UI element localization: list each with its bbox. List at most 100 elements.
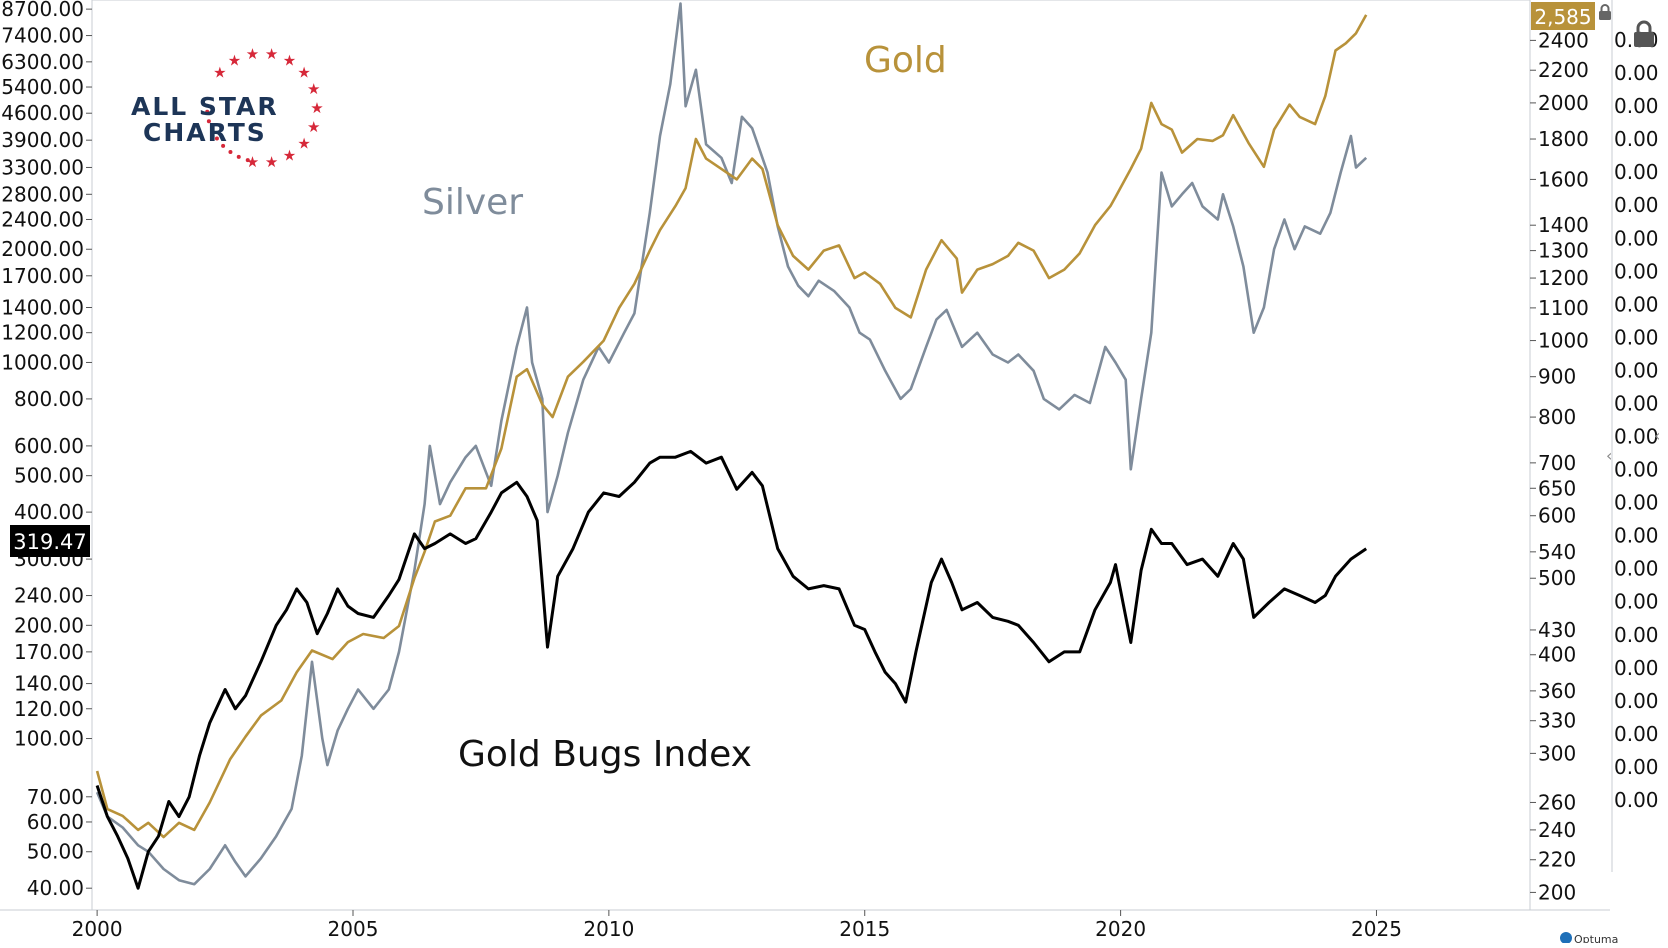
right-tick-label: 700 (1538, 451, 1576, 475)
right-tick-label: 1600 (1538, 167, 1589, 191)
far-right-tick-label: 0.00 (1614, 94, 1659, 118)
logo-dot-icon (236, 154, 241, 159)
right-last-value-text: 2,585 (1534, 5, 1591, 29)
right-tick-label: 2400 (1538, 28, 1589, 52)
x-tick-label: 2015 (839, 917, 890, 941)
all-star-charts-logo: ★★ ★ ★ ★★★★★★★★★ ALL STAR CHARTS (131, 45, 324, 171)
right-tick-label: 400 (1538, 643, 1576, 667)
right-tick-label: 500 (1538, 566, 1576, 590)
far-right-tick-label: 0.00 (1614, 160, 1659, 184)
far-right-axis: 0.00 0.00 0.00 0.00 0.00 0.00 0.00 0.00 0.00 0.00… (1614, 28, 1659, 812)
series-line-silver (95, 2, 1368, 886)
right-tick-label: 1200 (1538, 266, 1589, 290)
logo-star-icon: ★ (246, 45, 259, 63)
left-last-value-badge: 319.47 (10, 525, 90, 557)
far-right-tick-label: 0.00 (1614, 325, 1659, 349)
x-tick-label: 2025 (1351, 917, 1402, 941)
logo-star-icon: ★ (265, 153, 278, 171)
logo-dot-icon (221, 143, 226, 148)
left-tick-label: 40.00 (27, 876, 84, 900)
right-tick-label: 2200 (1538, 58, 1589, 82)
series-line-gold (95, 14, 1368, 839)
far-right-tick-label: 0.00 (1614, 623, 1659, 647)
left-tick-label: 3900.00 (1, 128, 84, 152)
x-tick-label: 2000 (72, 917, 123, 941)
left-tick-label: 5400.00 (1, 75, 84, 99)
logo-dot-icon (214, 136, 219, 141)
gdx-series-label: Gold Bugs Index (458, 734, 752, 775)
collapse-panel-icon[interactable]: ‹ (1606, 446, 1612, 465)
far-right-tick-label: 0.00 (1614, 391, 1659, 415)
left-tick-label: 2800.00 (1, 182, 84, 206)
lock-icon[interactable] (1599, 4, 1611, 20)
logo-star-icon: ★ (297, 134, 310, 152)
right-tick-label: 260 (1538, 790, 1576, 814)
left-tick-label: 100.00 (14, 727, 84, 751)
far-right-tick-label: 0.00 (1614, 590, 1659, 614)
left-last-value-text: 319.47 (13, 530, 86, 554)
left-tick-label: 140.00 (14, 672, 84, 696)
optuma-footer-brand: Optuma (1560, 932, 1618, 946)
far-right-tick-label: 0.00 (1614, 193, 1659, 217)
left-tick-label: 200.00 (14, 613, 84, 637)
left-tick-label: 800.00 (14, 387, 84, 411)
far-right-tick-label: 0.00 (1614, 425, 1659, 449)
right-tick-label: 240 (1538, 818, 1576, 842)
silver-series-label: Silver (422, 182, 523, 223)
far-right-tick-label: 0.00 (1614, 292, 1659, 316)
left-tick-label: 240.00 (14, 584, 84, 608)
far-right-tick-label: 0.00 (1614, 557, 1659, 581)
left-tick-label: 50.00 (27, 840, 84, 864)
far-right-tick-label: 0.00 (1614, 358, 1659, 382)
far-right-tick-label: 0.00 (1614, 226, 1659, 250)
logo-star-icon: ★ (265, 45, 278, 63)
left-tick-label: 600.00 (14, 434, 84, 458)
right-tick-label: 1000 (1538, 329, 1589, 353)
logo-star-icon: ★ (283, 147, 296, 165)
left-tick-label: 1200.00 (1, 321, 84, 345)
left-tick-label: 7400.00 (1, 24, 84, 48)
logo-dot-icon (206, 119, 211, 124)
logo-star-icon: ★ (283, 51, 296, 69)
right-tick-label: 200 (1538, 880, 1576, 904)
right-tick-label: 800 (1538, 405, 1576, 429)
x-tick-label: 2010 (583, 917, 634, 941)
logo-star-icon: ★ (307, 80, 320, 98)
far-right-tick-label: 0.00 (1614, 755, 1659, 779)
left-tick-label: 170.00 (14, 640, 84, 664)
right-tick-label: 600 (1538, 504, 1576, 528)
far-axis-lock-icon[interactable] (1634, 20, 1654, 47)
logo-dot-icon (210, 128, 215, 133)
left-tick-label: 120.00 (14, 697, 84, 721)
far-right-tick-label: 0.00 (1614, 491, 1659, 515)
series-line-gold-bugs-index (95, 449, 1368, 890)
logo-line-1: ALL STAR (131, 92, 279, 121)
left-tick-label: 2000.00 (1, 237, 84, 261)
logo-star-icon: ★ (246, 153, 259, 171)
right-tick-label: 1300 (1538, 239, 1589, 263)
left-tick-label: 3300.00 (1, 155, 84, 179)
logo-dot-icon (228, 150, 233, 155)
left-tick-label: 1000.00 (1, 350, 84, 374)
logo-star-icon: ★ (228, 51, 241, 69)
far-right-tick-label: 0.00 (1614, 259, 1659, 283)
left-tick-label: 4600.00 (1, 101, 84, 125)
right-last-value-badge: 2,585 (1531, 2, 1595, 30)
left-tick-label: 2400.00 (1, 207, 84, 231)
left-tick-label: 8700.00 (1, 0, 84, 21)
expand-panel-icon[interactable]: ‹ (1654, 426, 1660, 445)
logo-star-icon: ★ (213, 64, 226, 82)
right-tick-label: 1100 (1538, 296, 1589, 320)
right-tick-label: 2000 (1538, 91, 1589, 115)
footer-brand-text: Optuma (1574, 933, 1618, 943)
right-tick-label: 360 (1538, 679, 1576, 703)
right-tick-label: 1800 (1538, 127, 1589, 151)
logo-dot-icon (205, 109, 210, 114)
left-tick-label: 1700.00 (1, 264, 84, 288)
x-tick-label: 2005 (328, 917, 379, 941)
x-axis: 2000 2005 2010 2015 2020 2025 (72, 910, 1402, 941)
far-right-tick-label: 0.00 (1614, 458, 1659, 482)
